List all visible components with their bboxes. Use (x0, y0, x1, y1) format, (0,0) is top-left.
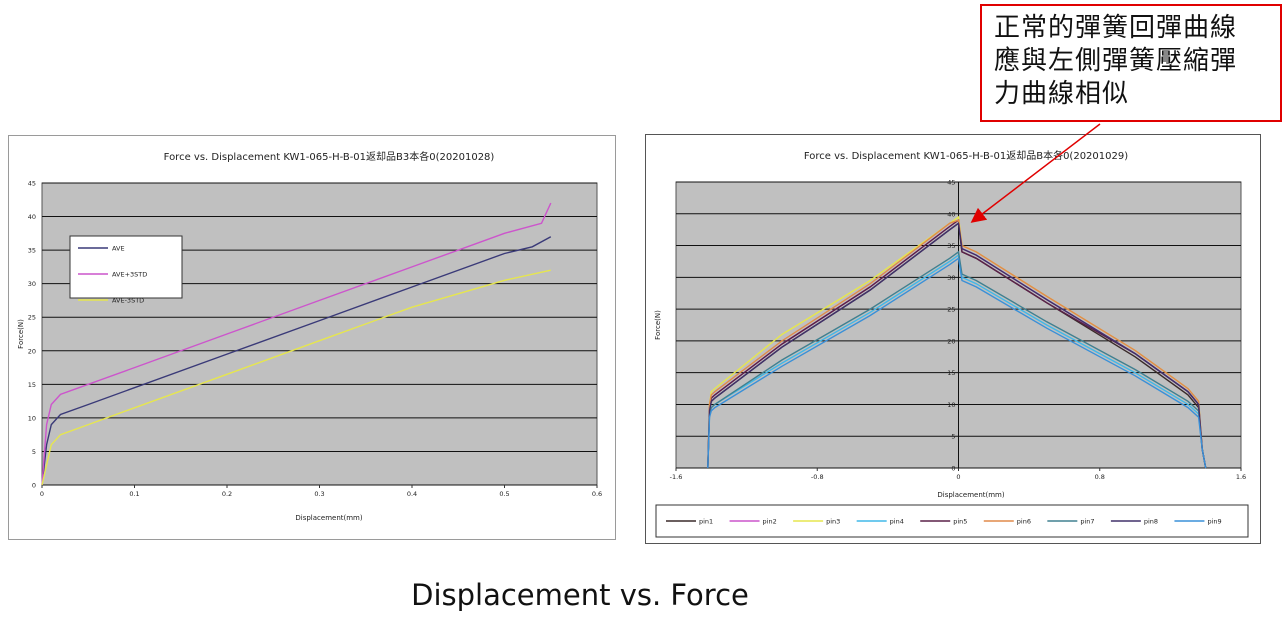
y-tick-label: 45 (28, 180, 36, 188)
x-tick-label: 0.2 (222, 490, 232, 498)
chart-right-frame: Force vs. Displacement KW1-065-H-B-01返却品… (645, 134, 1261, 544)
x-tick-label: 0.3 (314, 490, 324, 498)
x-tick-label: 0.5 (499, 490, 509, 498)
plot-area (41, 182, 598, 486)
chart-left-svg: Force vs. Displacement KW1-065-H-B-01返却品… (17, 150, 602, 522)
y-tick-label: 10 (28, 414, 36, 422)
x-axis-label: Displacement(mm) (937, 491, 1004, 499)
y-tick-label: 5 (32, 448, 36, 456)
legend-box (69, 235, 183, 299)
y-tick-label: 10 (947, 401, 955, 409)
legend-label: pin6 (1017, 518, 1031, 526)
x-axis-label: Displacement(mm) (295, 514, 362, 522)
legend-label: AVE (112, 245, 125, 253)
y-tick-label: 25 (28, 314, 36, 322)
legend-label: AVE-3STD (112, 297, 144, 305)
y-tick-label: 35 (947, 242, 955, 250)
x-tick-label: 0.4 (407, 490, 417, 498)
series-line-pin7 (707, 250, 1207, 469)
y-tick-label: 0 (32, 482, 36, 490)
y-tick-label: 30 (28, 280, 36, 288)
legend-label: pin8 (1144, 518, 1158, 526)
legend-label: pin9 (1207, 518, 1221, 526)
x-tick-label: 0.8 (1095, 473, 1105, 481)
chart-title: Force vs. Displacement KW1-065-H-B-01返却品… (804, 149, 1128, 162)
y-tick-label: 45 (947, 179, 955, 187)
series-line-AVE-3STD (41, 269, 551, 486)
legend: AVE AVE+3STD AVE-3STD (69, 235, 183, 305)
y-tick-label: 25 (947, 306, 955, 314)
x-tick-label: 1.6 (1236, 473, 1246, 481)
y-axis-label: Force(N) (654, 310, 662, 340)
y-tick-label: 5 (951, 433, 955, 441)
chart-left-frame: Force vs. Displacement KW1-065-H-B-01返却品… (8, 135, 616, 540)
series-line-pin9 (707, 257, 1207, 469)
figure-caption: Displacement vs. Force (411, 578, 749, 612)
series-line-pin8 (707, 222, 1207, 469)
legend-label: AVE+3STD (112, 271, 147, 279)
legend: pin1 pin2 pin3 pin4 pin5 pin6 pin7 pin8 pin9 (655, 504, 1249, 538)
x-tick-label: -0.8 (811, 473, 824, 481)
y-tick-label: 20 (947, 337, 955, 345)
y-axis-label: Force(N) (17, 319, 25, 349)
y-tick-label: 30 (947, 274, 955, 282)
x-tick-label: 0.1 (129, 490, 139, 498)
y-tick-label: 20 (28, 347, 36, 355)
y-tick-label: 15 (28, 381, 36, 389)
chart-right-svg: Force vs. Displacement KW1-065-H-B-01返却品… (654, 149, 1249, 538)
legend-label: pin5 (953, 518, 967, 526)
y-tick-label: 35 (28, 247, 36, 255)
x-tick-label: 0 (956, 473, 960, 481)
x-tick-label: 0 (40, 490, 44, 498)
chart-title: Force vs. Displacement KW1-065-H-B-01返却品… (164, 150, 495, 163)
y-tick-label: 40 (947, 210, 955, 218)
legend-label: pin4 (890, 518, 904, 526)
legend-label: pin3 (826, 518, 840, 526)
x-tick-label: -1.6 (670, 473, 683, 481)
annotation-callout: 正常的彈簧回彈曲線 應與左側彈簧壓縮彈 力曲線相似 (980, 4, 1282, 122)
series-line-AVE+3STD (41, 202, 552, 486)
y-tick-label: 40 (28, 213, 36, 221)
series-line-AVE (41, 236, 552, 486)
legend-label: pin7 (1080, 518, 1094, 526)
legend-label: pin2 (763, 518, 777, 526)
y-tick-label: 0 (951, 465, 955, 473)
x-tick-label: 0.6 (592, 490, 602, 498)
legend-label: pin1 (699, 518, 713, 526)
y-tick-label: 15 (947, 369, 955, 377)
